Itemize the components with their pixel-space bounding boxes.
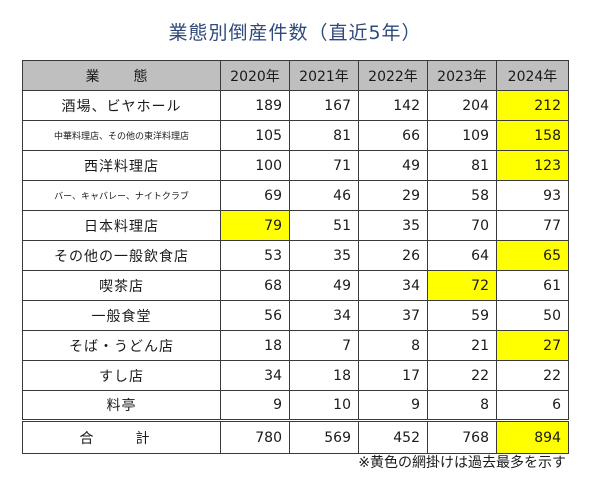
value-cell: 17 <box>358 360 428 391</box>
value-cell: 37 <box>358 300 428 331</box>
value-cell: 58 <box>427 180 497 211</box>
table-row: 中華料理店、その他の東洋料理店 105 81 66 109 158 <box>22 120 569 151</box>
category-header: 業 態 <box>22 60 221 91</box>
value-cell: 9 <box>220 390 290 421</box>
value-cell: 56 <box>220 300 290 331</box>
value-cell: 49 <box>358 150 428 181</box>
value-cell: 123 <box>496 150 569 181</box>
value-cell: 6 <box>496 390 569 421</box>
table-row: 料亭 9 10 9 8 6 <box>22 390 569 421</box>
value-cell: 27 <box>496 330 569 361</box>
value-cell: 105 <box>220 120 290 151</box>
value-cell: 22 <box>427 360 497 391</box>
value-cell: 189 <box>220 90 290 121</box>
category-cell: そば・うどん店 <box>22 330 221 361</box>
category-cell: すし店 <box>22 360 221 391</box>
table-body: 酒場、ビヤホール 189 167 142 204 212 中華料理店、その他の東洋料理店 10… <box>22 90 569 454</box>
total-value-cell: 569 <box>289 419 359 454</box>
total-label: 合 計 <box>22 419 221 454</box>
value-cell: 65 <box>496 240 569 271</box>
value-cell: 59 <box>427 300 497 331</box>
total-value-cell: 768 <box>427 419 497 454</box>
value-cell: 50 <box>496 300 569 331</box>
value-cell: 68 <box>220 270 290 301</box>
category-cell: 料亭 <box>22 390 221 421</box>
value-cell: 34 <box>220 360 290 391</box>
table-header-row: 業 態 2020年 2021年 2022年 2023年 2024年 <box>22 60 569 91</box>
total-value-cell: 452 <box>358 419 428 454</box>
category-cell: 中華料理店、その他の東洋料理店 <box>22 120 221 151</box>
year-header: 2021年 <box>289 60 359 91</box>
value-cell: 204 <box>427 90 497 121</box>
value-cell: 66 <box>358 120 428 151</box>
category-cell: その他の一般飲食店 <box>22 240 221 271</box>
value-cell: 81 <box>289 120 359 151</box>
value-cell: 7 <box>289 330 359 361</box>
value-cell: 8 <box>358 330 428 361</box>
value-cell: 34 <box>358 270 428 301</box>
value-cell: 21 <box>427 330 497 361</box>
year-header: 2023年 <box>427 60 497 91</box>
category-cell: 一般食堂 <box>22 300 221 331</box>
value-cell: 51 <box>289 210 359 241</box>
value-cell: 53 <box>220 240 290 271</box>
value-cell: 100 <box>220 150 290 181</box>
value-cell: 22 <box>496 360 569 391</box>
value-cell: 18 <box>220 330 290 361</box>
value-cell: 34 <box>289 300 359 331</box>
total-row: 合 計 780 569 452 768 894 <box>22 419 569 454</box>
year-header: 2022年 <box>358 60 428 91</box>
category-cell: 日本料理店 <box>22 210 221 241</box>
value-cell: 70 <box>427 210 497 241</box>
value-cell: 35 <box>289 240 359 271</box>
table-row: そば・うどん店 18 7 8 21 27 <box>22 330 569 361</box>
value-cell: 69 <box>220 180 290 211</box>
value-cell: 142 <box>358 90 428 121</box>
value-cell: 18 <box>289 360 359 391</box>
value-cell: 35 <box>358 210 428 241</box>
table-row: 喫茶店 68 49 34 72 61 <box>22 270 569 301</box>
footnote: ※黄色の網掛けは過去最多を示す <box>358 455 566 471</box>
page-title: 業態別倒産件数（直近5年） <box>168 22 422 44</box>
year-header: 2024年 <box>496 60 569 91</box>
value-cell: 46 <box>289 180 359 211</box>
value-cell: 49 <box>289 270 359 301</box>
value-cell: 10 <box>289 390 359 421</box>
bankruptcy-table: 業 態 2020年 2021年 2022年 2023年 2024年 酒場、ビヤホ… <box>22 60 569 454</box>
value-cell: 9 <box>358 390 428 421</box>
category-cell: バー、キャバレー、ナイトクラブ <box>22 180 221 211</box>
year-header: 2020年 <box>220 60 290 91</box>
value-cell: 61 <box>496 270 569 301</box>
table-row: その他の一般飲食店 53 35 26 64 65 <box>22 240 569 271</box>
value-cell: 212 <box>496 90 569 121</box>
table-row: 日本料理店 79 51 35 70 77 <box>22 210 569 241</box>
table-row: 西洋料理店 100 71 49 81 123 <box>22 150 569 181</box>
value-cell: 26 <box>358 240 428 271</box>
value-cell: 93 <box>496 180 569 211</box>
value-cell: 109 <box>427 120 497 151</box>
value-cell: 8 <box>427 390 497 421</box>
value-cell: 79 <box>220 210 290 241</box>
table-row: すし店 34 18 17 22 22 <box>22 360 569 391</box>
value-cell: 71 <box>289 150 359 181</box>
table-row: 一般食堂 56 34 37 59 50 <box>22 300 569 331</box>
total-value-cell: 894 <box>496 419 569 454</box>
table-row: 酒場、ビヤホール 189 167 142 204 212 <box>22 90 569 121</box>
category-cell: 喫茶店 <box>22 270 221 301</box>
table-row: バー、キャバレー、ナイトクラブ 69 46 29 58 93 <box>22 180 569 211</box>
category-cell: 酒場、ビヤホール <box>22 90 221 121</box>
value-cell: 158 <box>496 120 569 151</box>
total-value-cell: 780 <box>220 419 290 454</box>
value-cell: 29 <box>358 180 428 211</box>
value-cell: 64 <box>427 240 497 271</box>
value-cell: 77 <box>496 210 569 241</box>
value-cell: 167 <box>289 90 359 121</box>
category-cell: 西洋料理店 <box>22 150 221 181</box>
value-cell: 81 <box>427 150 497 181</box>
value-cell: 72 <box>427 270 497 301</box>
